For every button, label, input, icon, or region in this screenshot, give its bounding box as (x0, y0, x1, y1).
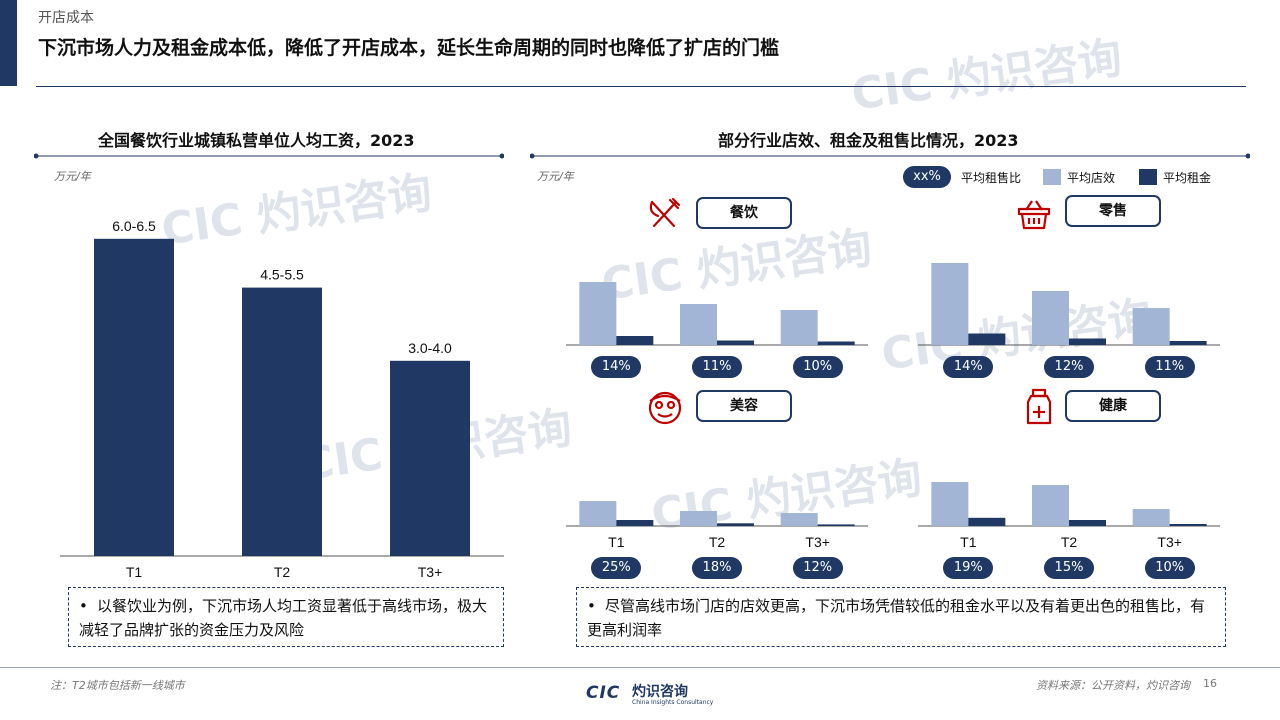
wage-bar (242, 287, 322, 556)
industry-category-label: T3+ (1157, 534, 1182, 550)
industry-tag-beauty: 美容 (696, 390, 792, 422)
right-note-box: • 尽管高线市场门店的店效更高，下沉市场凭借较低的租金水平以及有着更出色的租售比，… (576, 587, 1226, 647)
rent-bar (968, 333, 1006, 345)
legend-rent-label: 平均租金 (1163, 171, 1212, 185)
rent-bar (1069, 338, 1106, 345)
legend: xx% 平均租售比 平均店效 平均租金 (903, 166, 1223, 188)
utensils-icon (649, 197, 681, 228)
wage-category-label: T2 (274, 564, 291, 580)
left-wage-chart: 6.0-6.5 T1 4.5-5.5 T2 3.0-4.0 T3+ (60, 218, 504, 580)
page-number: 16 (1203, 677, 1217, 690)
industry-category-label: T1 (960, 534, 977, 550)
rent-ratio-badge: 10% (1144, 557, 1195, 579)
industry-tag-health: 健康 (1065, 390, 1161, 422)
rent-ratio-badge: 12% (792, 557, 843, 579)
logo-text: 灼识咨询 (632, 684, 688, 700)
legend-rent-swatch (1139, 169, 1157, 185)
legend-efficiency-label: 平均店效 (1067, 171, 1116, 185)
wage-bar (94, 238, 174, 557)
header-accent-bar (0, 0, 17, 86)
page-title: 下沉市场人力及租金成本低，降低了开店成本，延长生命周期的同时也降低了扩店的门槛 (38, 37, 780, 59)
industry-category-label: T2 (709, 534, 726, 550)
right-unit-label: 万元/年 (537, 170, 574, 183)
efficiency-bar (1032, 291, 1069, 345)
rent-bar (616, 336, 654, 345)
rent-ratio-badge: 15% (1044, 557, 1094, 579)
efficiency-bar (1032, 485, 1069, 526)
efficiency-bar (1132, 509, 1170, 526)
efficiency-bar (780, 310, 818, 345)
efficiency-bar (1132, 308, 1170, 345)
face-icon (648, 391, 682, 425)
section-label: 开店成本 (38, 10, 94, 26)
footer-logo: CIC 灼识咨询 China Insights Consultancy (586, 681, 713, 711)
legend-ratio-swatch: xx% (903, 166, 951, 188)
efficiency-bar (680, 511, 717, 526)
rent-bar (817, 524, 855, 526)
wage-data-label: 6.0-6.5 (112, 218, 156, 234)
left-title-rule (34, 153, 504, 159)
wage-category-label: T1 (126, 564, 143, 580)
rent-bar (717, 340, 754, 345)
footnote: 注：T2城市包括新一线城市 (50, 679, 185, 692)
right-note-text: 尽管高线市场门店的店效更高，下沉市场凭借较低的租金水平以及有着更出色的租售比，有… (587, 597, 1206, 639)
industry-category-label: T2 (1061, 534, 1078, 550)
industry-tag-retail: 零售 (1065, 195, 1161, 227)
rent-bar (1169, 341, 1207, 345)
rent-bar (717, 523, 754, 526)
ratio-pill-layer: 14% 11% 10% 14% 12% 11% 25% 18% 12% 19% 15% 10% (591, 356, 1195, 579)
legend-ratio-label: 平均租售比 (961, 171, 1022, 185)
bullet-icon: • (79, 597, 88, 615)
wage-data-label: 3.0-4.0 (408, 340, 452, 356)
right-industry-chart: T1 T2 T3+ T1 T2 T3+ (566, 263, 1220, 550)
rent-bar (1169, 524, 1207, 526)
left-unit-label: 万元/年 (54, 170, 91, 183)
industry-category-label: T1 (608, 534, 625, 550)
logo-subtext: China Insights Consultancy (632, 699, 714, 706)
rent-ratio-badge: 18% (692, 557, 742, 579)
rent-ratio-badge: 19% (943, 557, 994, 579)
right-chart-title: 部分行业店效、租金及租售比情况，2023 (718, 131, 1019, 150)
rent-ratio-badge: 10% (792, 356, 843, 378)
wage-category-label: T3+ (418, 564, 443, 580)
rent-bar (1069, 520, 1106, 526)
rent-ratio-badge: 11% (692, 356, 742, 378)
legend-efficiency-swatch (1043, 169, 1061, 185)
medicine-icon (1026, 388, 1052, 425)
rent-ratio-badge: 12% (1044, 356, 1094, 378)
logo-mark: CIC (586, 683, 621, 703)
rent-bar (616, 520, 654, 526)
rent-bar (817, 341, 855, 345)
basket-icon (1017, 200, 1051, 230)
footer-divider (0, 667, 1280, 668)
rent-ratio-badge: 14% (591, 356, 642, 378)
efficiency-bar (931, 482, 969, 526)
source-note: 资料来源：公开资料，灼识咨询 (1036, 679, 1190, 692)
left-note-text: 以餐饮业为例，下沉市场人均工资显著低于高线市场，极大减轻了品牌扩张的资金压力及风… (79, 597, 488, 639)
efficiency-bar (931, 263, 969, 345)
bullet-icon: • (587, 597, 596, 615)
right-title-rule (530, 153, 1250, 159)
industry-tag-dining: 餐饮 (696, 197, 792, 229)
rent-bar (968, 517, 1006, 526)
efficiency-bar (579, 282, 617, 345)
rent-ratio-badge: 14% (943, 356, 994, 378)
efficiency-bar (780, 513, 818, 526)
efficiency-bar (579, 501, 617, 526)
left-chart-title: 全国餐饮行业城镇私营单位人均工资，2023 (98, 131, 415, 150)
title-divider (36, 86, 1246, 87)
rent-ratio-badge: 25% (591, 557, 642, 579)
industry-category-label: T3+ (805, 534, 830, 550)
wage-bar (390, 360, 470, 556)
rent-ratio-badge: 11% (1144, 356, 1195, 378)
left-note-box: • 以餐饮业为例，下沉市场人均工资显著低于高线市场，极大减轻了品牌扩张的资金压力及… (68, 587, 504, 647)
efficiency-bar (680, 304, 717, 345)
wage-data-label: 4.5-5.5 (260, 267, 304, 283)
